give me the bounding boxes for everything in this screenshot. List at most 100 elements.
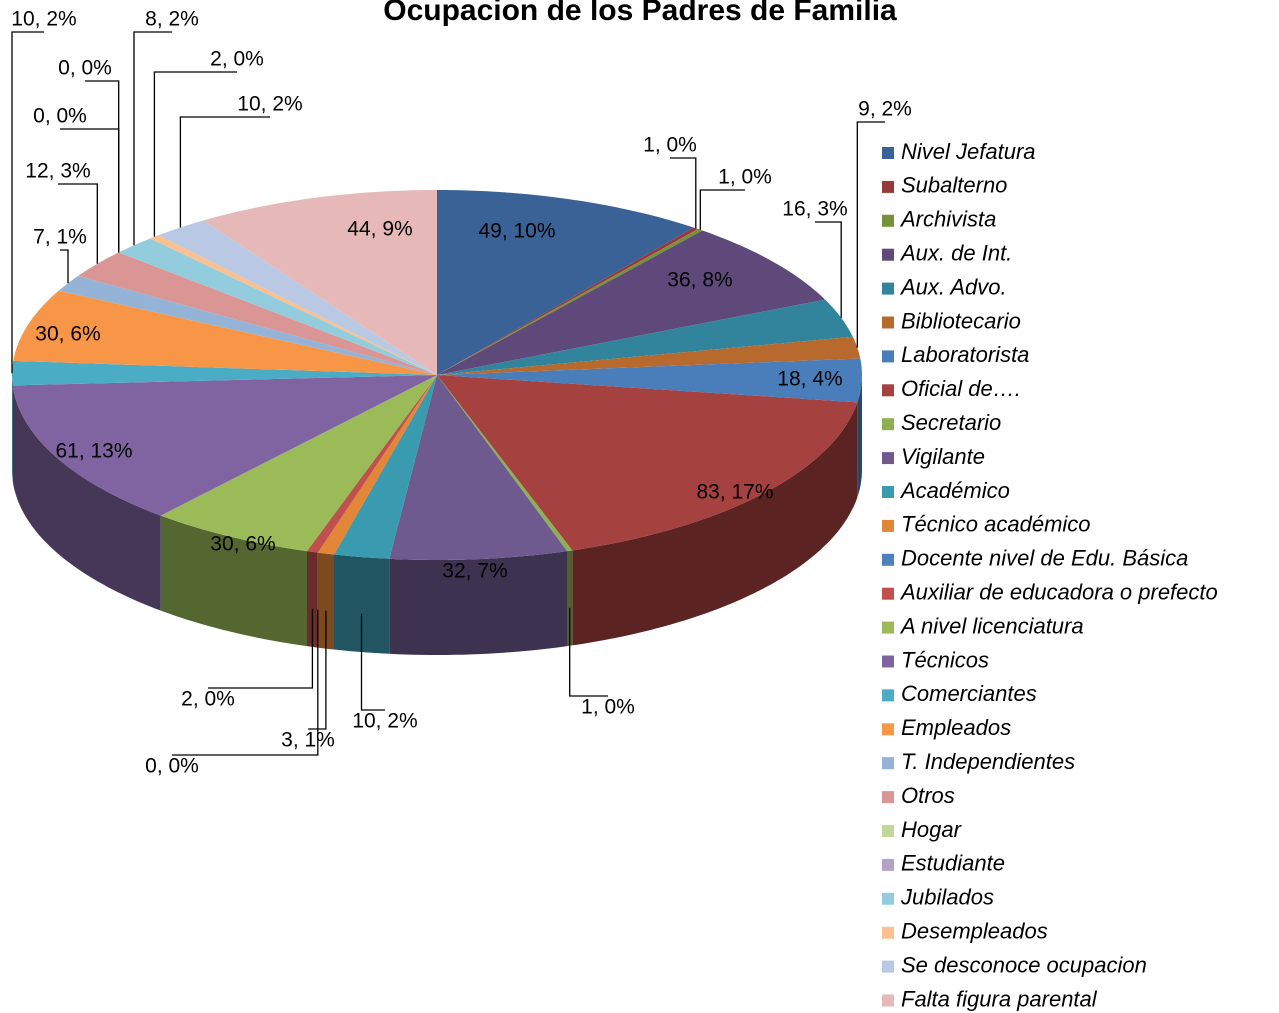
pie-sides [12, 375, 862, 655]
data-labels: 49, 10% 1, 0% 1, 0% 36, 8% 16, 3% 9, 2% 18, 4%… [9, 6, 914, 780]
legend-swatch [882, 892, 894, 905]
legend-swatch [882, 858, 894, 871]
data-label: 12, 3% [25, 160, 90, 183]
data-label: 32, 7% [442, 560, 507, 583]
pie-slice [437, 230, 826, 375]
data-label: 18, 4% [777, 368, 842, 391]
data-label: 44, 9% [347, 218, 412, 241]
legend-swatch [882, 350, 894, 363]
legend-swatch [882, 384, 894, 397]
leader-line [58, 183, 98, 264]
data-label: 16, 3% [782, 198, 847, 221]
legend-label: Técnicos [901, 647, 989, 672]
pie-side [307, 551, 318, 648]
pie-slice [78, 252, 437, 375]
leader-line [670, 157, 697, 229]
pie-slice [12, 360, 437, 386]
leader-line [179, 116, 270, 228]
pie-side [12, 385, 161, 611]
legend-label: Falta figura parental [901, 986, 1098, 1011]
leader-line [153, 71, 237, 237]
legend-swatch [882, 621, 894, 634]
legend-label: Oficial de…. [901, 376, 1021, 401]
legend-swatch [882, 486, 894, 498]
pie-side [572, 402, 858, 646]
pie-slice [437, 375, 858, 551]
legend-swatch [882, 452, 894, 465]
legend-swatch [882, 553, 894, 566]
leader-line [856, 121, 885, 348]
data-label: 1, 0% [718, 166, 772, 189]
leader-line [815, 221, 842, 318]
pie-slice [158, 220, 437, 375]
data-label: 10, 2% [237, 93, 302, 116]
legend-swatch [882, 316, 894, 329]
legend-label: Secretario [901, 410, 1001, 435]
data-label: 1, 0% [643, 134, 697, 157]
data-label: 0, 0% [145, 755, 199, 778]
leader-line [172, 609, 319, 756]
data-label: 30, 6% [35, 323, 100, 346]
legend-label: Bibliotecario [901, 308, 1021, 333]
legend-label: A nivel licenciatura [899, 613, 1084, 638]
legend-label: Otros [901, 783, 955, 808]
legend-label: Se desconoce ocupacion [901, 952, 1147, 977]
pie-side [857, 375, 862, 498]
data-label: 83, 17% [696, 481, 773, 504]
legend-swatch [882, 282, 894, 295]
legend-label: Técnico académico [901, 512, 1091, 537]
pie-slice [437, 299, 853, 375]
pie-side [567, 550, 573, 647]
legend-label: T. Independientes [901, 749, 1075, 774]
legend-label: Auxiliar de educadora o prefecto [899, 580, 1218, 605]
pie-side [160, 515, 307, 647]
legend-label: Desempleados [901, 919, 1048, 944]
legend-label: Estudiante [901, 851, 1005, 876]
legend-swatch [882, 825, 894, 837]
legend-label: Aux. de Int. [899, 241, 1012, 266]
leader-line [308, 610, 327, 730]
leader-line [60, 249, 69, 284]
pie-slice [437, 358, 862, 403]
legend: Nivel Jefatura Subalterno Archivista Aux. d… [882, 139, 1218, 1011]
leader-line [569, 607, 608, 697]
pie-side [317, 552, 334, 650]
legend-swatch [882, 926, 894, 939]
legend-swatch [882, 214, 894, 227]
data-label: 49, 10% [478, 220, 555, 243]
legend-swatch [882, 960, 894, 973]
legend-label: Empleados [901, 715, 1011, 740]
pie-slice [307, 375, 437, 553]
legend-swatch [882, 655, 894, 668]
legend-label: Aux. Advo. [899, 274, 1007, 299]
legend-label: Docente nivel de Edu. Básica [901, 546, 1188, 571]
legend-swatch [882, 723, 894, 736]
leader-line [11, 31, 44, 374]
leader-line [360, 614, 385, 711]
pie-slice [334, 375, 437, 559]
data-label: 2, 0% [181, 688, 235, 711]
legend-swatch [882, 994, 894, 1007]
legend-swatch [882, 248, 894, 261]
leader-line [699, 189, 745, 230]
data-label: 30, 6% [210, 533, 275, 556]
pie-slice [317, 375, 437, 555]
pie-slice [203, 190, 437, 375]
legend-label: Laboratorista [901, 342, 1029, 367]
legend-swatch [882, 791, 894, 804]
leader-line [133, 31, 172, 246]
pie-side [334, 554, 390, 654]
data-label: 1, 0% [581, 696, 635, 719]
pie-slice [437, 375, 573, 552]
legend-swatch [882, 180, 894, 193]
legend-swatch [882, 587, 894, 600]
legend-label: Subalterno [901, 173, 1007, 198]
legend-label: Hogar [901, 817, 963, 842]
pie-slice [118, 238, 437, 375]
pie-side [389, 551, 567, 655]
data-label: 36, 8% [667, 269, 732, 292]
data-label: 61, 13% [55, 440, 132, 463]
pie-slice [437, 336, 861, 375]
legend-label: Académico [899, 478, 1010, 503]
